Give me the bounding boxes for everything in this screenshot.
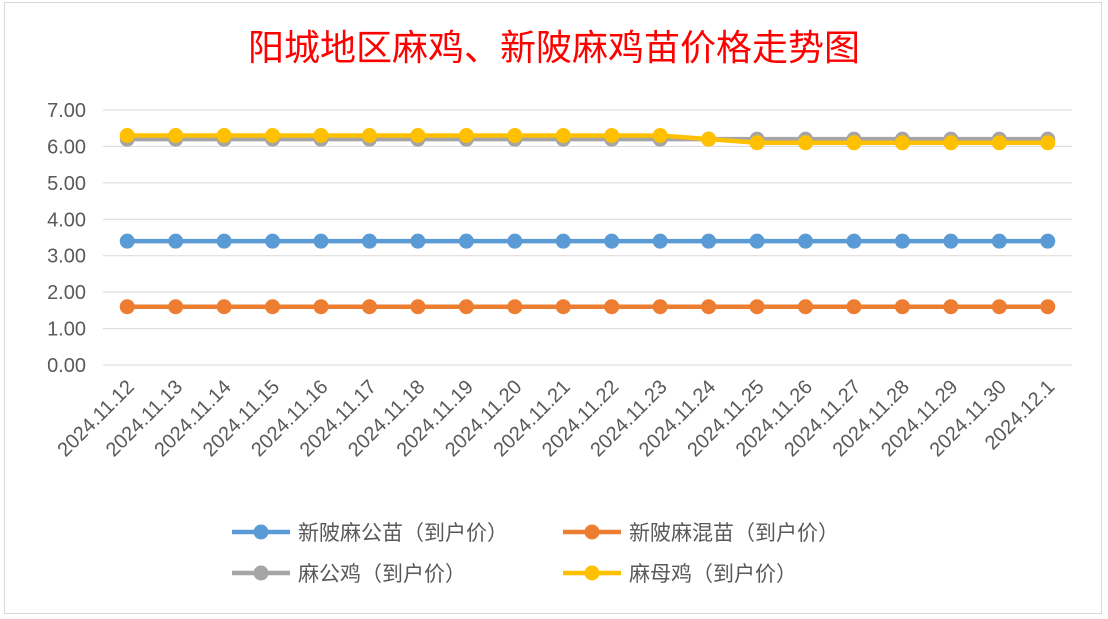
data-point (652, 233, 668, 249)
data-point (119, 299, 135, 315)
data-point (458, 233, 474, 249)
data-point (410, 299, 426, 315)
data-point (555, 233, 571, 249)
data-point (991, 135, 1007, 151)
x-axis-ticks: 2024.11.122024.11.132024.11.142024.11.15… (53, 376, 1059, 461)
legend-item: 麻母鸡（到户价） (563, 562, 797, 586)
data-point (555, 299, 571, 315)
legend-label: 麻公鸡（到户价） (298, 562, 466, 586)
data-point (749, 299, 765, 315)
legend-swatch-marker (584, 524, 600, 540)
data-point (894, 299, 910, 315)
data-point (361, 233, 377, 249)
data-point (216, 128, 232, 143)
data-point (168, 128, 184, 143)
data-point (798, 233, 814, 249)
data-point (846, 233, 862, 249)
data-point (507, 128, 523, 143)
data-point (1040, 233, 1056, 249)
data-point (749, 135, 765, 151)
data-point (313, 299, 329, 315)
data-point (216, 233, 232, 249)
data-point (943, 135, 959, 151)
y-tick-label: 5.00 (47, 173, 86, 195)
series-line (127, 133, 1048, 146)
data-point (507, 299, 523, 315)
data-point (943, 233, 959, 249)
y-tick-label: 3.00 (47, 246, 86, 268)
y-axis-ticks: 0.00 1.00 2.00 3.00 4.00 5.00 6.00 7.00 (47, 100, 86, 377)
legend-label: 新陂麻混苗（到户价） (629, 521, 839, 545)
data-point (168, 233, 184, 249)
data-point (652, 299, 668, 315)
data-point (458, 299, 474, 315)
data-point (894, 135, 910, 151)
data-point (410, 233, 426, 249)
data-point (943, 299, 959, 315)
series-3 (119, 128, 1056, 151)
data-point (798, 135, 814, 151)
legend-swatch-marker (584, 565, 600, 581)
data-point (701, 233, 717, 249)
data-point (604, 233, 620, 249)
data-point (604, 299, 620, 315)
data-point (1040, 135, 1056, 151)
legend-item: 新陂麻混苗（到户价） (563, 521, 839, 545)
data-point (119, 233, 135, 249)
data-point (846, 299, 862, 315)
legend-item: 麻公鸡（到户价） (232, 562, 466, 586)
data-point (846, 135, 862, 151)
data-point (749, 233, 765, 249)
data-point (265, 299, 281, 315)
data-point (458, 128, 474, 143)
data-point (361, 128, 377, 143)
data-point (652, 128, 668, 143)
data-point (701, 131, 717, 147)
data-point (991, 233, 1007, 249)
legend-swatch-marker (253, 524, 269, 540)
series-1 (119, 299, 1056, 315)
legend-label: 新陂麻公苗（到户价） (298, 521, 508, 545)
y-tick-label: 4.00 (47, 209, 86, 231)
legend-label: 麻母鸡（到户价） (629, 562, 797, 586)
data-point (507, 233, 523, 249)
chart-title: 阳城地区麻鸡、新陂麻鸡苗价格走势图 (248, 28, 860, 69)
data-point (894, 233, 910, 249)
data-point (168, 299, 184, 315)
series-0 (119, 233, 1056, 249)
data-point (798, 299, 814, 315)
legend-item: 新陂麻公苗（到户价） (232, 521, 508, 545)
data-point (361, 299, 377, 315)
y-tick-label: 2.00 (47, 282, 86, 304)
y-tick-label: 7.00 (47, 100, 86, 122)
data-point (410, 128, 426, 143)
legend: 新陂麻公苗（到户价） 新陂麻混苗（到户价） 麻公鸡（到户价） 麻母鸡（到户价） (232, 521, 839, 586)
y-tick-label: 6.00 (47, 136, 86, 158)
y-tick-label: 1.00 (47, 319, 86, 341)
y-tick-label: 0.00 (47, 355, 86, 377)
data-point (1040, 299, 1056, 315)
data-point (313, 233, 329, 249)
data-point (265, 233, 281, 249)
gridlines (103, 109, 1072, 366)
series-lines (119, 128, 1056, 315)
data-point (604, 128, 620, 143)
legend-swatch-marker (253, 565, 269, 581)
data-point (991, 299, 1007, 315)
data-point (313, 128, 329, 143)
data-point (265, 128, 281, 143)
data-point (701, 299, 717, 315)
data-point (119, 128, 135, 143)
data-point (216, 299, 232, 315)
data-point (555, 128, 571, 143)
